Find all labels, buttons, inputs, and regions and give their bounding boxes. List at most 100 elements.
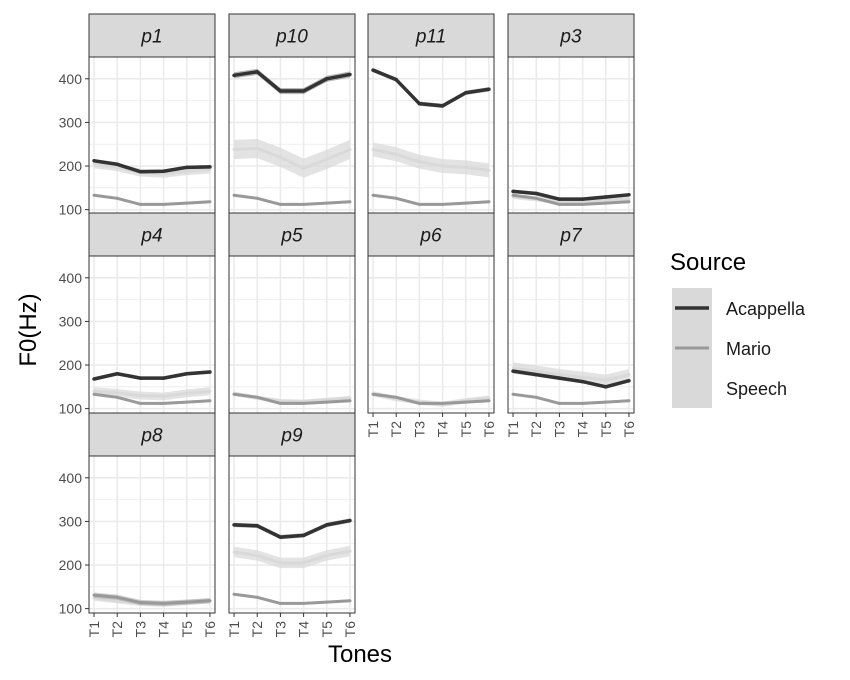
series-line [233, 147, 351, 170]
data-point [232, 147, 236, 151]
y-axis: 100 200 300 400 [59, 470, 89, 617]
data-point [162, 172, 166, 176]
series-mario [92, 193, 212, 206]
panel-background [508, 57, 634, 214]
facet-p4: p4 100 200 300 400 [59, 212, 216, 417]
x-tick-label: T1 [365, 421, 381, 438]
data-point [325, 553, 329, 557]
data-point [534, 369, 538, 373]
data-point [348, 518, 352, 523]
data-point [325, 600, 329, 604]
data-point [557, 401, 561, 405]
series-line [512, 392, 630, 405]
data-point [604, 195, 608, 199]
data-point [255, 70, 259, 74]
data-point [627, 399, 631, 403]
data-point [255, 553, 259, 557]
x-axis: T1 T2 T3 T4 T5 T6 [86, 613, 218, 637]
data-point [92, 596, 96, 600]
series-speech [92, 387, 212, 401]
data-point [557, 376, 562, 380]
data-point [92, 392, 96, 396]
data-point [301, 533, 306, 538]
x-tick-label: T2 [109, 621, 125, 638]
data-point [580, 197, 585, 201]
data-point [371, 193, 375, 197]
series-band [234, 545, 350, 569]
data-point [92, 593, 96, 597]
y-tick-label: 100 [59, 401, 83, 417]
data-point [92, 193, 96, 197]
x-tick-label: T5 [179, 621, 195, 638]
facet-p11: p11 [367, 13, 495, 215]
data-point [440, 104, 445, 108]
data-point [487, 168, 491, 172]
data-point [138, 601, 142, 605]
y-tick-label: 100 [59, 202, 83, 218]
x-axis: T1 T2 T3 T4 T5 T6 [505, 413, 637, 437]
panel-border [228, 455, 356, 614]
x-tick-label: T4 [296, 621, 312, 638]
legend-entry-acappella: Acappella [672, 288, 806, 328]
data-point [511, 369, 515, 373]
data-point [302, 166, 306, 170]
series-line [93, 193, 211, 206]
y-tick-label: 400 [59, 270, 83, 286]
series-band [234, 138, 350, 178]
data-point [511, 189, 515, 194]
y-tick-label: 300 [59, 313, 83, 329]
data-point [371, 392, 375, 396]
data-point [394, 395, 398, 399]
data-point [417, 401, 421, 405]
facet-strip [88, 412, 216, 457]
data-point [394, 77, 398, 82]
series-speech [232, 545, 352, 569]
y-axis: 100 200 300 400 [59, 71, 89, 218]
data-point [534, 372, 538, 377]
series-line [512, 366, 630, 382]
series-mario [511, 392, 631, 405]
data-point [487, 87, 491, 92]
x-tick-label: T2 [249, 621, 265, 638]
data-point [604, 198, 608, 202]
data-point [278, 601, 282, 605]
facet-strip [88, 212, 216, 257]
series-line [93, 159, 210, 174]
facet-strip-label: p8 [140, 426, 163, 447]
data-point [557, 202, 561, 206]
data-point [581, 202, 585, 206]
data-point [487, 399, 491, 403]
legend-entry-mario: Mario [672, 328, 771, 368]
series-band [373, 142, 489, 178]
data-point [208, 370, 212, 374]
data-point [371, 68, 375, 72]
series-acappella [92, 370, 212, 381]
facet-p1: p1 100 200 300 400 [59, 13, 216, 218]
series-speech [371, 142, 491, 178]
series-mario [371, 392, 491, 405]
data-point [138, 401, 142, 405]
panel-background [508, 256, 634, 413]
series-line [372, 392, 490, 405]
facet-strip [88, 13, 216, 58]
data-point [208, 200, 212, 204]
data-point [115, 372, 119, 376]
facet-p9: p9 T1 T2 T3 T4 T5 T6 [226, 412, 358, 638]
data-point [557, 373, 561, 377]
gridlines [229, 256, 355, 413]
legend: Source Acappella Mario Speech [670, 249, 806, 408]
x-tick-label: T1 [86, 621, 102, 638]
data-point [441, 401, 445, 405]
data-point [325, 400, 329, 404]
facet-panels: p1 100 200 300 400 p10 p11 p3 p4 100 200 300 400 p5 p6… [59, 13, 637, 638]
series-band [94, 387, 210, 401]
data-point [394, 152, 398, 156]
data-point [302, 561, 306, 565]
data-point [348, 72, 352, 77]
series-acappella [232, 68, 352, 95]
data-point [162, 394, 166, 398]
data-point [627, 373, 631, 377]
data-point [581, 375, 585, 379]
facet-strip [228, 212, 356, 257]
